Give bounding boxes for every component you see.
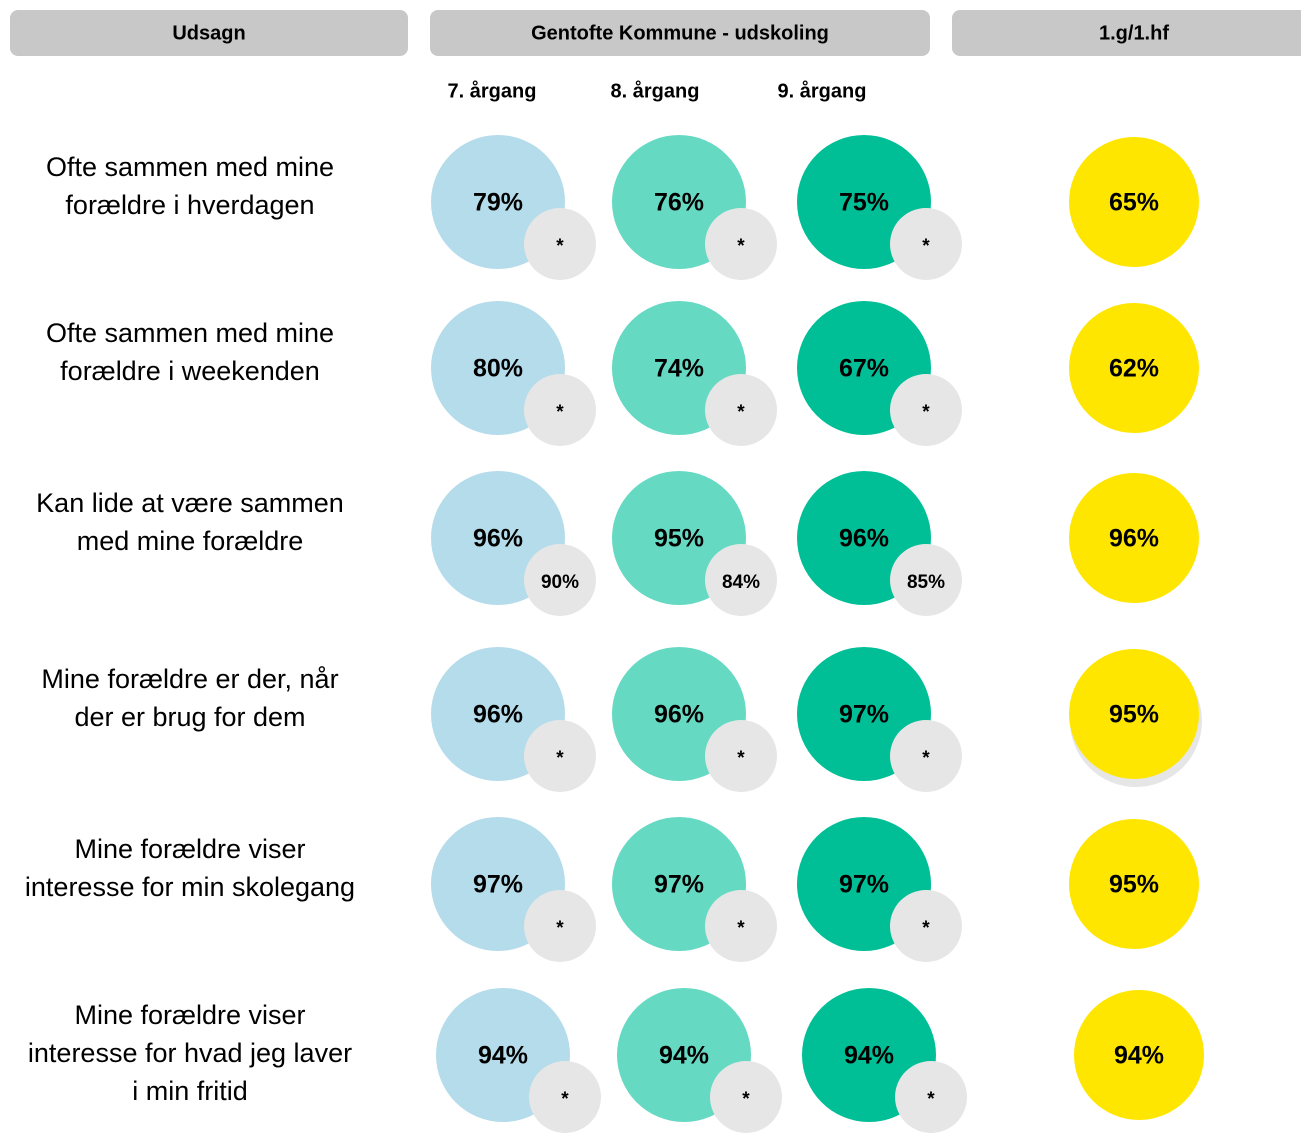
compare-circle [705, 208, 777, 280]
value-text: 94% [478, 1042, 528, 1070]
compare-text: * [556, 918, 564, 939]
compare-text: * [927, 1089, 935, 1110]
upper-text: 95% [1109, 701, 1159, 729]
upper-text: 94% [1114, 1042, 1164, 1070]
statement-label: Mine forældre er der, når [41, 664, 338, 694]
header-bar [10, 10, 408, 56]
header-text: Udsagn [172, 22, 245, 44]
compare-text: 85% [907, 572, 945, 593]
value-text: 97% [473, 871, 523, 899]
compare-text: * [737, 748, 745, 769]
statement-label: der er brug for dem [74, 702, 305, 732]
statement-label: forældre i hverdagen [65, 190, 314, 220]
value-text: 79% [473, 189, 523, 217]
compare-circle [710, 1061, 782, 1133]
value-text: 96% [473, 525, 523, 553]
compare-circle [705, 544, 777, 616]
compare-text: * [922, 236, 930, 257]
value-text: 97% [839, 701, 889, 729]
value-text: 96% [654, 701, 704, 729]
grade-label: 9. årgang [778, 79, 867, 102]
upper-circle [1069, 819, 1199, 949]
compare-text: 84% [722, 572, 760, 593]
value-text: 96% [473, 701, 523, 729]
value-text: 67% [839, 355, 889, 383]
header-bar [430, 10, 930, 56]
statement-label: Mine forældre viser [74, 834, 305, 864]
compare-circle [524, 374, 596, 446]
compare-circle [890, 208, 962, 280]
upper-circle [1069, 303, 1199, 433]
compare-circle [529, 1061, 601, 1133]
value-text: 96% [839, 525, 889, 553]
upper-text: 95% [1109, 871, 1159, 899]
compare-text: * [737, 402, 745, 423]
value-text: 80% [473, 355, 523, 383]
statement-label: forældre i weekenden [60, 356, 320, 386]
statement-label: Ofte sammen med mine [46, 152, 334, 182]
upper-text: 65% [1109, 189, 1159, 217]
header-bar [952, 10, 1301, 56]
compare-circle [705, 374, 777, 446]
statement-label: Kan lide at være sammen [36, 488, 344, 518]
value-text: 97% [654, 871, 704, 899]
compare-text: 90% [541, 572, 579, 593]
compare-text: * [742, 1089, 750, 1110]
compare-circle [890, 720, 962, 792]
value-text: 74% [654, 355, 704, 383]
statement-label: interesse for min skolegang [25, 872, 355, 902]
upper-text: 62% [1109, 355, 1159, 383]
value-text: 94% [844, 1042, 894, 1070]
grade-label: 8. årgang [611, 79, 700, 102]
compare-text: * [556, 402, 564, 423]
compare-text: * [556, 748, 564, 769]
value-text: 94% [659, 1042, 709, 1070]
upper-circle [1069, 473, 1199, 603]
compare-text: * [737, 918, 745, 939]
statement-label: Mine forældre viser [74, 1000, 305, 1030]
statement-label: interesse for hvad jeg laver [28, 1038, 352, 1068]
compare-text: * [737, 236, 745, 257]
compare-text: * [922, 918, 930, 939]
compare-text: * [556, 236, 564, 257]
compare-circle [705, 720, 777, 792]
compare-circle [895, 1061, 967, 1133]
upper-circle [1069, 137, 1199, 267]
upper-circle [1069, 649, 1199, 779]
compare-circle [890, 374, 962, 446]
compare-circle [524, 544, 596, 616]
upper-text: 96% [1109, 525, 1159, 553]
value-text: 97% [839, 871, 889, 899]
value-text: 76% [654, 189, 704, 217]
statement-label: med mine forældre [77, 526, 304, 556]
compare-text: * [561, 1089, 569, 1110]
upper-circle [1074, 990, 1204, 1120]
statement-label: Ofte sammen med mine [46, 318, 334, 348]
header-text: 1.g/1.hf [1099, 22, 1169, 44]
compare-text: * [922, 402, 930, 423]
compare-circle [524, 890, 596, 962]
compare-circle [705, 890, 777, 962]
grade-label: 7. årgang [448, 79, 537, 102]
statement-label: i min fritid [132, 1076, 248, 1106]
value-text: 75% [839, 189, 889, 217]
compare-circle [890, 544, 962, 616]
compare-circle [524, 720, 596, 792]
header-text: Gentofte Kommune - udskoling [531, 22, 829, 44]
value-text: 95% [654, 525, 704, 553]
compare-circle [890, 890, 962, 962]
compare-circle [524, 208, 596, 280]
compare-text: * [922, 748, 930, 769]
